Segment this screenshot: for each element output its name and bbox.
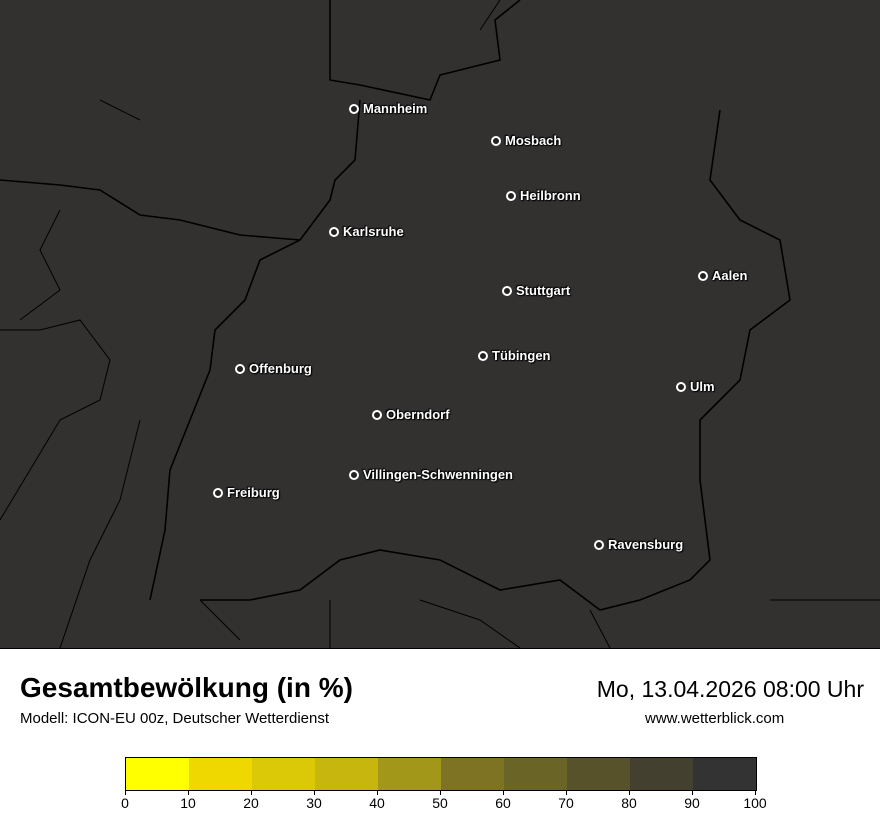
city-label: Heilbronn	[520, 188, 581, 203]
city-dot-icon	[491, 135, 501, 146]
colorbar-segment	[504, 758, 567, 790]
city-dot-icon	[372, 409, 382, 420]
colorbar-tick	[125, 790, 126, 795]
city-label: Ulm	[690, 379, 715, 394]
border-lines	[0, 0, 880, 648]
city-marker[interactable]: Ravensburg	[594, 537, 683, 552]
city-dot-icon	[502, 285, 512, 296]
colorbar-segment	[567, 758, 630, 790]
colorbar-tick-label: 100	[743, 795, 767, 811]
city-label: Freiburg	[227, 485, 280, 500]
colorbar-tick-label: 60	[495, 795, 511, 811]
colorbar-segment	[441, 758, 504, 790]
forecast-datetime: Mo, 13.04.2026 08:00 Uhr	[596, 676, 864, 702]
city-dot-icon	[349, 469, 359, 480]
city-label: Tübingen	[492, 348, 551, 363]
colorbar-tick-label: 50	[432, 795, 448, 811]
map-title: Gesamtbewölkung (in %)	[20, 672, 353, 703]
city-marker[interactable]: Villingen-Schwenningen	[349, 467, 513, 482]
colorbar-segment	[630, 758, 693, 790]
country-border	[0, 0, 880, 648]
city-dot-icon	[349, 103, 359, 114]
city-label: Mosbach	[505, 133, 562, 148]
city-dot-icon	[506, 190, 516, 201]
colorbar-tick	[692, 790, 693, 795]
colorbar-segment	[189, 758, 252, 790]
colorbar-tick	[503, 790, 504, 795]
map-area: Mannheim Mosbach Heilbronn Karlsruhe Aal…	[0, 0, 880, 649]
colorbar-segment	[378, 758, 441, 790]
state-border	[0, 0, 791, 611]
colorbar-tick	[440, 790, 441, 795]
city-marker[interactable]: Freiburg	[213, 485, 280, 500]
city-marker[interactable]: Heilbronn	[506, 188, 581, 203]
city-label: Aalen	[712, 268, 748, 283]
colorbar-tick-label: 30	[306, 795, 322, 811]
colorbar-tick-label: 10	[180, 795, 196, 811]
city-marker[interactable]: Mosbach	[491, 133, 561, 148]
city-marker[interactable]: Tübingen	[478, 348, 551, 363]
city-label: Stuttgart	[516, 283, 571, 298]
colorbar-segment	[126, 758, 189, 790]
city-marker[interactable]: Offenburg	[235, 361, 312, 376]
colorbar-tick-label: 70	[558, 795, 574, 811]
city-dot-icon	[235, 363, 245, 374]
city-dot-icon	[213, 487, 223, 498]
city-marker[interactable]: Mannheim	[349, 101, 427, 116]
colorbar-segment	[693, 758, 756, 790]
colorbar-tick	[188, 790, 189, 795]
colorbar-tick-label: 80	[621, 795, 637, 811]
colorbar-tick	[755, 790, 756, 795]
colorbar-legend	[125, 757, 757, 791]
colorbar-tick-label: 20	[243, 795, 259, 811]
city-marker[interactable]: Ulm	[676, 379, 715, 394]
colorbar-tick	[251, 790, 252, 795]
city-marker[interactable]: Stuttgart	[502, 283, 570, 298]
colorbar-tick-label: 40	[369, 795, 385, 811]
city-dot-icon	[676, 381, 686, 392]
city-label: Ravensburg	[608, 537, 684, 552]
colorbar-tick	[629, 790, 630, 795]
colorbar-tick	[314, 790, 315, 795]
city-dot-icon	[594, 539, 604, 550]
city-dot-icon	[478, 350, 488, 361]
city-label: Offenburg	[249, 361, 312, 376]
city-marker[interactable]: Oberndorf	[372, 407, 450, 422]
colorbar-tick	[566, 790, 567, 795]
colorbar-tick-label: 90	[684, 795, 700, 811]
city-marker[interactable]: Aalen	[698, 268, 747, 283]
city-label: Mannheim	[363, 101, 428, 116]
city-label: Oberndorf	[386, 407, 450, 422]
colorbar-segment	[252, 758, 315, 790]
model-subtitle: Modell: ICON-EU 00z, Deutscher Wetterdie…	[20, 710, 330, 727]
colorbar-segment	[315, 758, 378, 790]
city-dot-icon	[329, 226, 339, 237]
city-label: Villingen-Schwenningen	[363, 467, 513, 482]
website-link[interactable]: www.wetterblick.com	[645, 710, 785, 727]
city-marker[interactable]: Karlsruhe	[329, 224, 404, 239]
city-dot-icon	[698, 270, 708, 281]
colorbar-tick-label: 0	[121, 795, 129, 811]
city-label: Karlsruhe	[343, 224, 404, 239]
colorbar-tick	[377, 790, 378, 795]
